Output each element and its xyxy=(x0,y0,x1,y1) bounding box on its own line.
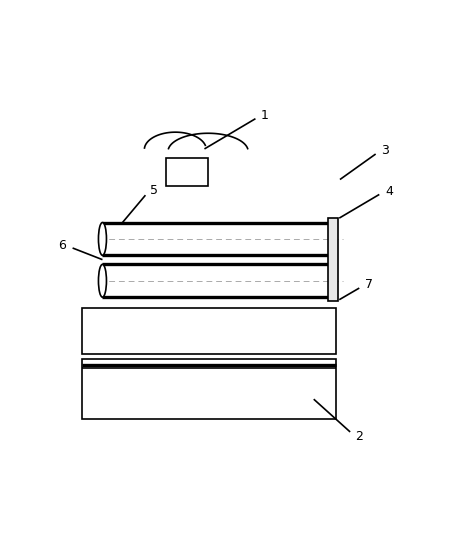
Text: 6: 6 xyxy=(59,239,66,252)
Text: 1: 1 xyxy=(261,109,269,122)
Ellipse shape xyxy=(98,265,107,297)
Bar xyxy=(328,218,338,301)
Text: 5: 5 xyxy=(149,183,157,197)
Bar xyxy=(82,308,336,354)
Bar xyxy=(82,359,336,419)
Text: 2: 2 xyxy=(355,430,363,443)
Text: 3: 3 xyxy=(381,143,389,157)
Ellipse shape xyxy=(98,222,107,255)
Text: 4: 4 xyxy=(385,185,393,197)
Bar xyxy=(166,158,208,186)
Text: 7: 7 xyxy=(365,278,373,291)
